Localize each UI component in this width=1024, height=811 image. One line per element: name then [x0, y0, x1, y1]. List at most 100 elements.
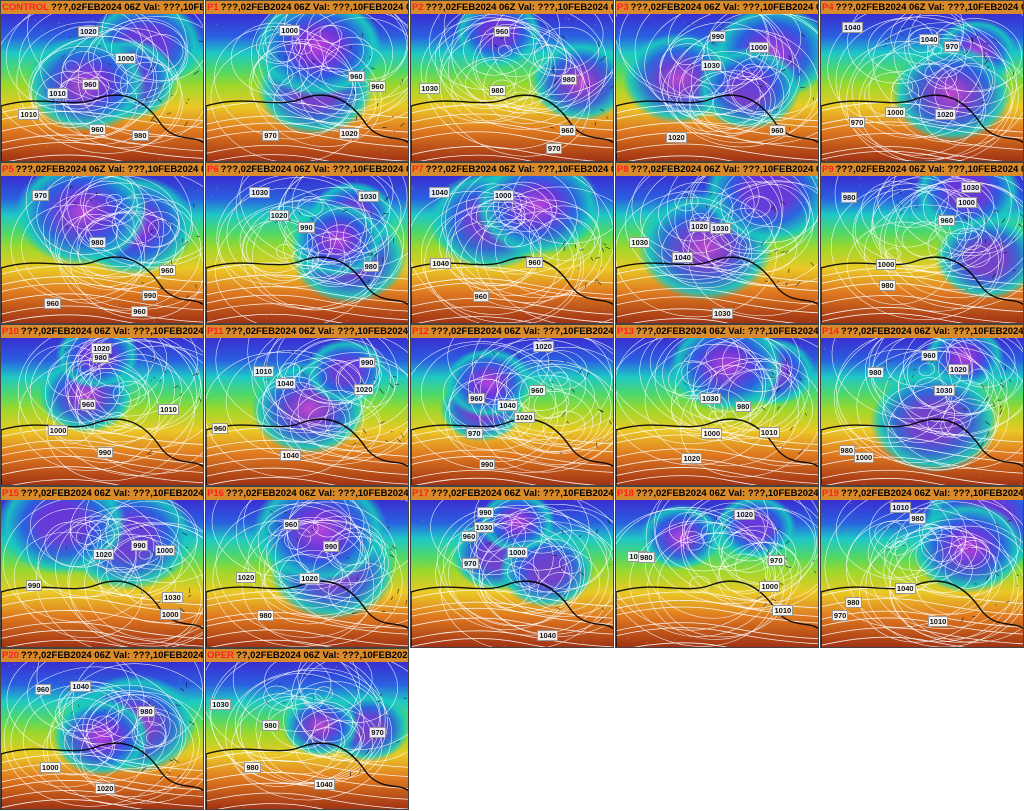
- panel-header-p9: P9 ???,02FEB2024 06Z Val: ???,10FEB2024 0…: [821, 163, 1023, 176]
- pressure-label: 990: [359, 357, 376, 368]
- pressure-label: 1020: [935, 109, 956, 120]
- pressure-label: 1020: [78, 26, 99, 37]
- pressure-label: 1040: [672, 252, 693, 263]
- forecast-panel-p4: P4 ???,02FEB2024 06Z Val: ???,10FEB2024 0…: [820, 0, 1024, 162]
- pressure-field-map-control: 1020 960 1010 1010 980 1000 960: [1, 14, 204, 162]
- pressure-label: 990: [131, 540, 148, 551]
- pressure-label: 980: [841, 192, 858, 203]
- pressure-label: 990: [97, 447, 114, 458]
- pressure-label: 960: [468, 393, 485, 404]
- panel-tag-p15: P15: [2, 488, 19, 499]
- pressure-label: 960: [526, 257, 543, 268]
- panel-dates-p9: ???,02FEB2024 06Z Val: ???,10FEB2024 06Z: [836, 164, 1024, 175]
- panel-header-p3: P3 ???,02FEB2024 06Z Val: ???,10FEB2024 0…: [616, 1, 818, 14]
- pressure-label: 1020: [95, 783, 116, 794]
- pressure-label: 1000: [493, 190, 514, 201]
- pressure-label: 1020: [948, 364, 969, 375]
- pressure-label: 1040: [280, 450, 301, 461]
- pressure-label: 980: [257, 610, 274, 621]
- pressure-label: 1040: [314, 779, 335, 790]
- panel-dates-p16: ???,02FEB2024 06Z Val: ???,10FEB2024 06Z: [226, 488, 409, 499]
- pressure-label: 1030: [162, 592, 183, 603]
- panel-tag-control: CONTROL: [2, 2, 49, 13]
- panel-dates-p8: ???,02FEB2024 06Z Val: ???,10FEB2024 06Z: [631, 164, 819, 175]
- pressure-label: 1020: [236, 572, 257, 583]
- panel-tag-p7: P7: [412, 164, 424, 175]
- pressure-label: 990: [477, 507, 494, 518]
- pressure-label: 1020: [91, 343, 112, 354]
- panel-tag-p5: P5: [2, 164, 14, 175]
- panel-dates-p4: ???,02FEB2024 06Z Val: ???,10FEB2024 06Z: [836, 2, 1024, 13]
- panel-header-p14: P14 ???,02FEB2024 06Z Val: ???,10FEB2024 …: [821, 325, 1023, 338]
- forecast-panel-p2: P2 ???,02FEB2024 06Z Val: ???,10FEB2024 0…: [410, 0, 614, 162]
- pressure-field-map-p6: 990 980 1030 1020 1030: [206, 176, 409, 324]
- panel-header-p10: P10 ???,02FEB2024 06Z Val: ???,10FEB2024 …: [1, 325, 203, 338]
- panel-header-p1: P1 ???,02FEB2024 06Z Val: ???,10FEB2024 0…: [206, 1, 408, 14]
- pressure-label: 1010: [158, 404, 179, 415]
- pressure-label: 960: [461, 531, 478, 542]
- pressure-field-map-p7: 960 1040 1000 1040 960: [411, 176, 614, 324]
- pressure-label: 1040: [70, 681, 91, 692]
- pressure-label: 960: [283, 519, 300, 530]
- pressure-label: 1030: [419, 83, 440, 94]
- pressure-label: 960: [369, 81, 386, 92]
- pressure-label: 1030: [210, 699, 231, 710]
- pressure-label: 960: [769, 125, 786, 136]
- pressure-label: 1020: [269, 210, 290, 221]
- panel-tag-p17: P17: [412, 488, 429, 499]
- pressure-label: 1010: [253, 366, 274, 377]
- pressure-label: 1000: [279, 25, 300, 36]
- pressure-label: 1020: [689, 221, 710, 232]
- pressure-label: 1020: [514, 412, 535, 423]
- pressure-field-map-p9: 960 1030 1000 1000 980 980: [821, 176, 1024, 324]
- forecast-panel-control: CONTROL???,02FEB2024 06Z Val: ???,10FEB2…: [0, 0, 204, 162]
- pressure-label: 980: [244, 762, 261, 773]
- pressure-label: 1000: [749, 42, 770, 53]
- pressure-field-map-p16: 980 1020 960 990 1020: [206, 500, 409, 648]
- forecast-panel-p18: P18 ???,02FEB2024 06Z Val: ???,10FEB2024 …: [615, 486, 819, 648]
- pressure-label: 960: [131, 306, 148, 317]
- pressure-label: 1030: [249, 187, 270, 198]
- pressure-label: 980: [489, 85, 506, 96]
- pressure-label: 980: [89, 237, 106, 248]
- pressure-label: 1000: [876, 259, 897, 270]
- pressure-label: 1010: [759, 427, 780, 438]
- pressure-label: 980: [132, 130, 149, 141]
- forecast-panel-p14: P14 ???,02FEB2024 06Z Val: ???,10FEB2024 …: [820, 324, 1024, 486]
- pressure-label: 1010: [18, 109, 39, 120]
- pressure-label: 970: [462, 558, 479, 569]
- pressure-label: 980: [138, 706, 155, 717]
- pressure-label: 970: [768, 555, 785, 566]
- pressure-field-map-p18: 9701040102010109801000: [616, 500, 819, 648]
- pressure-label: 1030: [700, 393, 721, 404]
- pressure-label: 1030: [701, 60, 722, 71]
- panel-dates-control: ???,02FEB2024 06Z Val: ???,10FEB2024 06Z: [51, 2, 204, 13]
- pressure-label: 970: [369, 727, 386, 738]
- forecast-panel-p19: P19 ???,02FEB2024 06Z Val: ???,10FEB2024 …: [820, 486, 1024, 648]
- pressure-label: 980: [879, 280, 896, 291]
- panel-header-p2: P2 ???,02FEB2024 06Z Val: ???,10FEB2024 0…: [411, 1, 613, 14]
- pressure-label: 960: [938, 215, 955, 226]
- pressure-label: 980: [867, 367, 884, 378]
- pressure-label: 1020: [533, 341, 554, 352]
- pressure-field-map-p2: 970 980 960 960 1030 980: [411, 14, 614, 162]
- pressure-label: 970: [32, 190, 49, 201]
- pressure-field-map-p1: 960 970 1020 960 1000: [206, 14, 409, 162]
- pressure-label: 1000: [885, 107, 906, 118]
- pressure-field-map-p20: 1020 1000 960 1040 980: [1, 662, 204, 810]
- pressure-label: 960: [159, 265, 176, 276]
- forecast-panel-p9: P9 ???,02FEB2024 06Z Val: ???,10FEB2024 0…: [820, 162, 1024, 324]
- pressure-label: 1030: [710, 223, 731, 234]
- forecast-panel-p5: P5 ???,02FEB2024 06Z Val: ???,10FEB2024 0…: [0, 162, 204, 324]
- panel-dates-p5: ???,02FEB2024 06Z Val: ???,10FEB2024 06Z: [16, 164, 204, 175]
- pressure-label: 960: [89, 124, 106, 135]
- panel-tag-p11: P11: [207, 326, 223, 337]
- ensemble-panel-grid: CONTROL???,02FEB2024 06Z Val: ???,10FEB2…: [0, 0, 1024, 810]
- pressure-label: 1000: [160, 609, 181, 620]
- pressure-field-map-p8: 1030 1040 1030 1020 1030: [616, 176, 819, 324]
- forecast-panel-p8: P8 ???,02FEB2024 06Z Val: ???,10FEB2024 0…: [615, 162, 819, 324]
- panel-tag-oper: OPER: [207, 650, 234, 661]
- forecast-panel-p15: P15 ???,02FEB2024 06Z Val: ???,10FEB2024 …: [0, 486, 204, 648]
- pressure-label: 1040: [429, 187, 450, 198]
- pressure-field-map-p12: 1020 1020 990 1040 960 960 970: [411, 338, 614, 486]
